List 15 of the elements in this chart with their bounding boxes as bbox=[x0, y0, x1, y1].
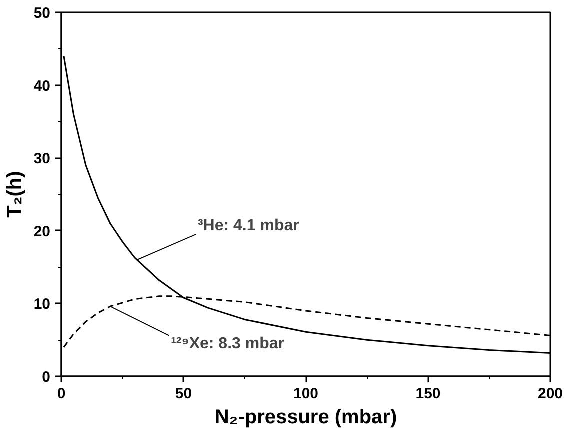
x-tick-label: 150 bbox=[416, 386, 441, 402]
y-tick-label: 40 bbox=[34, 78, 51, 95]
y-tick-label: 10 bbox=[34, 296, 51, 314]
annotation: ³He: 4.1 mbar bbox=[198, 218, 300, 235]
x-tick-label: 50 bbox=[175, 386, 192, 402]
y-tick-label: 20 bbox=[34, 223, 51, 240]
x-tick-label: 0 bbox=[57, 386, 66, 402]
x-tick-label: 200 bbox=[538, 386, 564, 402]
x-axis-title: N₂-pressure (mbar) bbox=[214, 406, 398, 428]
y-axis-title: T₂(h) bbox=[4, 171, 26, 218]
y-tick-label: 50 bbox=[34, 5, 51, 22]
annotation: ¹²⁹Xe: 8.3 mbar bbox=[171, 336, 284, 353]
y-tick-label: 0 bbox=[42, 369, 50, 386]
y-tick-label: 30 bbox=[34, 150, 51, 168]
x-tick-label: 100 bbox=[293, 386, 319, 402]
